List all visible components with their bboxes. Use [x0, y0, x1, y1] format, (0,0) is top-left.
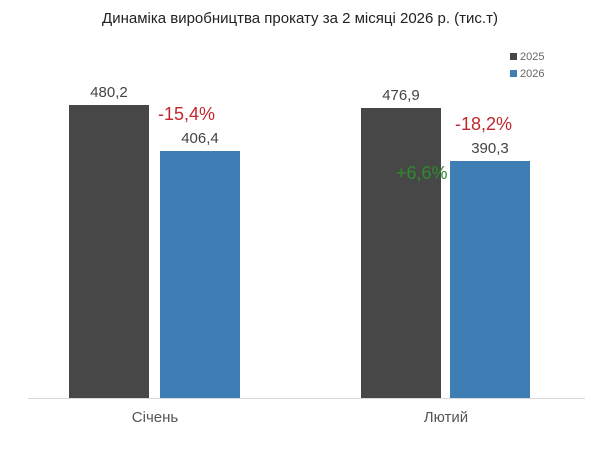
bar-jan-2026: [160, 151, 240, 398]
x-axis-line: [28, 398, 585, 399]
x-tick-feb: Лютий: [423, 409, 469, 426]
legend-label-2025: 2025: [520, 50, 545, 63]
chart-title: Динаміка виробництва прокату за 2 місяці…: [102, 10, 498, 27]
legend-item-2025: 2025: [510, 48, 544, 65]
legend: 2025 2026: [510, 48, 544, 82]
bar-feb-2025: [361, 108, 441, 398]
bar-value-feb-2025: 476,9: [382, 87, 420, 104]
legend-label-2026: 2026: [520, 67, 545, 80]
legend-swatch-2025: [510, 53, 517, 60]
mom-change-label-feb: +6,6%: [396, 163, 448, 183]
legend-item-2026: 2026: [510, 65, 544, 82]
bar-value-feb-2026: 390,3: [471, 140, 509, 157]
bar-value-jan-2025: 480,2: [90, 84, 128, 101]
legend-swatch-2026: [510, 70, 517, 77]
bar-value-jan-2026: 406,4: [181, 130, 219, 147]
bar-jan-2025: [69, 105, 149, 398]
change-label-feb: -18,2%: [455, 114, 513, 134]
bar-feb-2026: [450, 161, 530, 398]
change-label-jan: -15,4%: [158, 104, 216, 124]
x-tick-jan: Січень: [131, 409, 179, 426]
